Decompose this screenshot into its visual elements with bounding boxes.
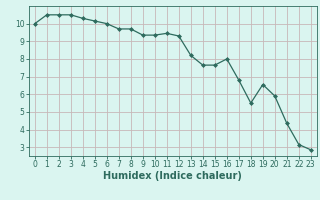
X-axis label: Humidex (Indice chaleur): Humidex (Indice chaleur) bbox=[103, 171, 242, 181]
